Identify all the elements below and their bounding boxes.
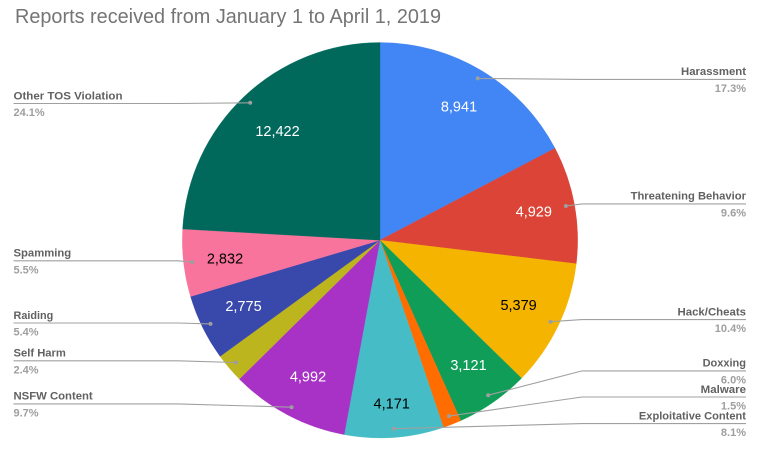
svg-text:24.1%: 24.1%	[14, 107, 45, 119]
svg-text:Threatening Behavior: Threatening Behavior	[631, 191, 747, 203]
svg-text:Spamming: Spamming	[14, 248, 72, 260]
svg-text:Reports received from January: Reports received from January 1 to April…	[15, 6, 441, 28]
svg-text:1.5%: 1.5%	[721, 401, 746, 413]
svg-text:Self Harm: Self Harm	[14, 348, 67, 360]
svg-text:9.6%: 9.6%	[721, 208, 746, 220]
svg-text:6.0%: 6.0%	[721, 375, 746, 387]
svg-text:Harassment: Harassment	[681, 66, 746, 78]
svg-text:8,941: 8,941	[441, 100, 477, 116]
svg-text:2,775: 2,775	[225, 299, 261, 315]
svg-text:Hack/Cheats: Hack/Cheats	[678, 306, 747, 318]
svg-text:Malware: Malware	[701, 384, 746, 396]
svg-text:12,422: 12,422	[255, 124, 299, 140]
svg-text:Doxxing: Doxxing	[703, 358, 746, 370]
svg-text:3,121: 3,121	[450, 358, 486, 374]
svg-text:4,992: 4,992	[290, 370, 326, 386]
svg-text:Raiding: Raiding	[14, 310, 54, 322]
svg-text:9.7%: 9.7%	[14, 408, 39, 420]
svg-text:5.4%: 5.4%	[14, 327, 39, 339]
svg-text:8.1%: 8.1%	[721, 427, 746, 439]
svg-text:2,832: 2,832	[207, 252, 243, 268]
svg-text:NSFW Content: NSFW Content	[14, 391, 94, 403]
svg-text:17.3%: 17.3%	[715, 83, 746, 95]
svg-text:5,379: 5,379	[500, 298, 536, 314]
svg-text:Other TOS Violation: Other TOS Violation	[14, 90, 123, 102]
svg-text:4,929: 4,929	[516, 205, 552, 221]
svg-text:10.4%: 10.4%	[715, 323, 746, 335]
svg-text:2.4%: 2.4%	[14, 364, 39, 376]
svg-text:Exploitative Content: Exploitative Content	[639, 410, 746, 422]
svg-text:4,171: 4,171	[374, 397, 410, 413]
svg-text:5.5%: 5.5%	[14, 264, 39, 276]
